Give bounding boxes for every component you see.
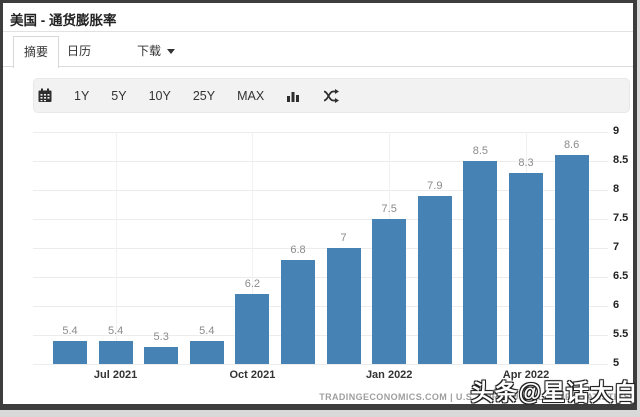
- bar[interactable]: [372, 219, 407, 364]
- tab-divider: [3, 66, 633, 67]
- bar[interactable]: [417, 195, 452, 364]
- bar[interactable]: [281, 259, 315, 364]
- caret-down-icon: [167, 49, 175, 55]
- bar[interactable]: [235, 294, 270, 364]
- range-10y-button[interactable]: 10Y: [148, 88, 171, 103]
- tab-summary[interactable]: 摘要: [13, 36, 59, 68]
- page-title: 美国 - 通货膨胀率: [10, 13, 117, 28]
- tab-download[interactable]: 下载: [126, 36, 186, 67]
- bar[interactable]: [326, 248, 361, 364]
- range-max-button[interactable]: MAX: [237, 88, 265, 103]
- chart-toolbar: 1Y 5Y 10Y 25Y MAX: [33, 78, 630, 113]
- bar-chart-icon[interactable]: [286, 89, 301, 103]
- watermark: 头条@星话大白: [470, 379, 638, 405]
- tab-calendar[interactable]: 日历: [66, 44, 91, 58]
- bar[interactable]: [554, 155, 589, 364]
- range-5y-button[interactable]: 5Y: [111, 88, 127, 103]
- bar[interactable]: [98, 340, 133, 364]
- bar[interactable]: [144, 346, 179, 364]
- title-divider: [3, 31, 633, 32]
- bar[interactable]: [189, 340, 224, 364]
- compare-shuffle-icon[interactable]: [323, 88, 340, 103]
- source-attribution: TRADINGECONOMICS.COM | U.S. BUREAU OF LA…: [319, 392, 630, 402]
- bar[interactable]: [53, 340, 87, 364]
- range-25y-button[interactable]: 25Y: [192, 88, 216, 103]
- bar[interactable]: [463, 161, 498, 364]
- calendar-icon[interactable]: [38, 88, 52, 103]
- range-1y-button[interactable]: 1Y: [74, 88, 90, 103]
- bar[interactable]: [509, 172, 543, 364]
- tab-download-label: 下载: [136, 44, 161, 58]
